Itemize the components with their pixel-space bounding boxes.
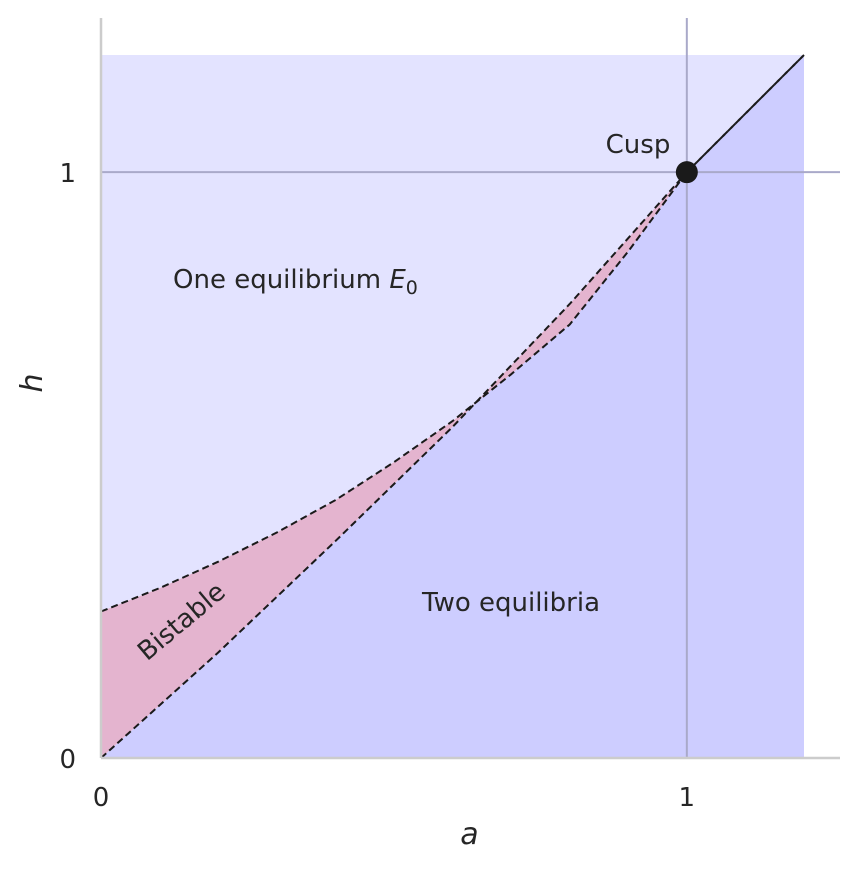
region-bistable xyxy=(101,55,804,758)
x-axis-label: a xyxy=(460,817,478,852)
cusp-label: Cusp xyxy=(606,130,671,160)
upper-boundary-line xyxy=(100,54,805,613)
plot-area xyxy=(100,18,840,759)
cusp-point xyxy=(675,161,698,184)
region-label-math-e: E xyxy=(389,265,406,295)
y-axis-label: h xyxy=(15,373,50,392)
x-tick-label-0: 0 xyxy=(93,783,110,813)
region-label-math-subscript: 0 xyxy=(406,277,418,299)
region-label-one-equilibrium: One equilibrium E0 xyxy=(173,265,418,299)
y-tick-label-0: 0 xyxy=(59,745,76,775)
y-tick-label-1: 1 xyxy=(59,159,76,189)
region-one-equilibrium xyxy=(101,55,804,612)
region-two-equilibria xyxy=(101,55,804,758)
region-label-one-equilibrium-text: One equilibrium xyxy=(173,265,381,295)
x-tick-label-1: 1 xyxy=(679,783,696,813)
region-label-two-equilibria: Two equilibria xyxy=(421,588,600,618)
